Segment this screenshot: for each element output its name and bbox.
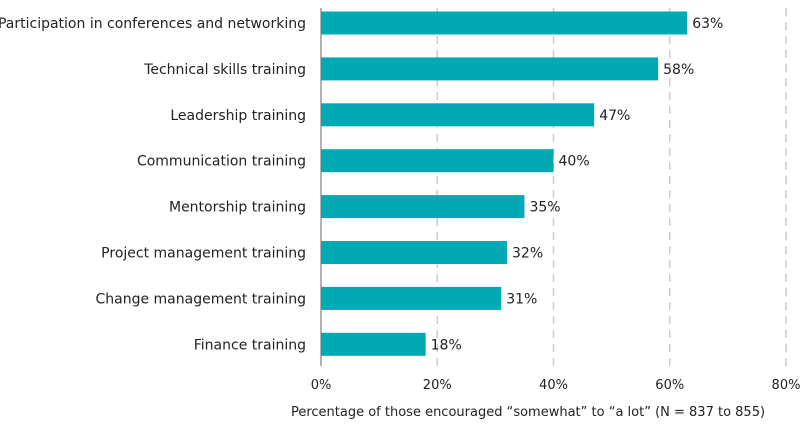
value-label: 40% [559, 154, 590, 170]
bar [321, 286, 502, 310]
bars [321, 11, 688, 356]
bar [321, 103, 595, 127]
category-label: Project management training [101, 246, 306, 262]
category-labels: Participation in conferences and network… [0, 16, 306, 353]
category-label: Mentorship training [169, 200, 306, 216]
value-label: 47% [599, 108, 630, 124]
x-tick-label: 0% [311, 378, 332, 393]
x-tick-labels: 0% 20% 40% 60% 80% [311, 378, 800, 393]
x-tick-label: 80% [772, 378, 800, 393]
category-label: Leadership training [170, 108, 306, 124]
category-label: Technical skills training [143, 62, 306, 78]
category-label: Change management training [95, 291, 306, 307]
bar [321, 11, 688, 35]
bar [321, 241, 507, 264]
x-tick-label: 60% [655, 378, 684, 393]
bar [321, 57, 659, 81]
value-labels: 63% 58% 47% 40% 35% 32% 31% 18% [431, 16, 724, 353]
category-label: Participation in conferences and network… [0, 16, 306, 32]
value-label: 32% [512, 246, 543, 262]
category-label: Finance training [194, 337, 306, 353]
x-axis-title: Percentage of those encouraged “somewhat… [291, 405, 765, 420]
value-label: 31% [506, 291, 537, 307]
bar [321, 332, 426, 356]
bar [321, 149, 554, 173]
category-label: Communication training [137, 154, 306, 170]
x-tick-label: 40% [539, 378, 568, 393]
value-label: 63% [692, 16, 723, 32]
bar [321, 195, 525, 219]
value-label: 18% [431, 337, 462, 353]
value-label: 35% [529, 200, 560, 216]
value-label: 58% [663, 62, 694, 78]
x-tick-label: 20% [423, 378, 452, 393]
